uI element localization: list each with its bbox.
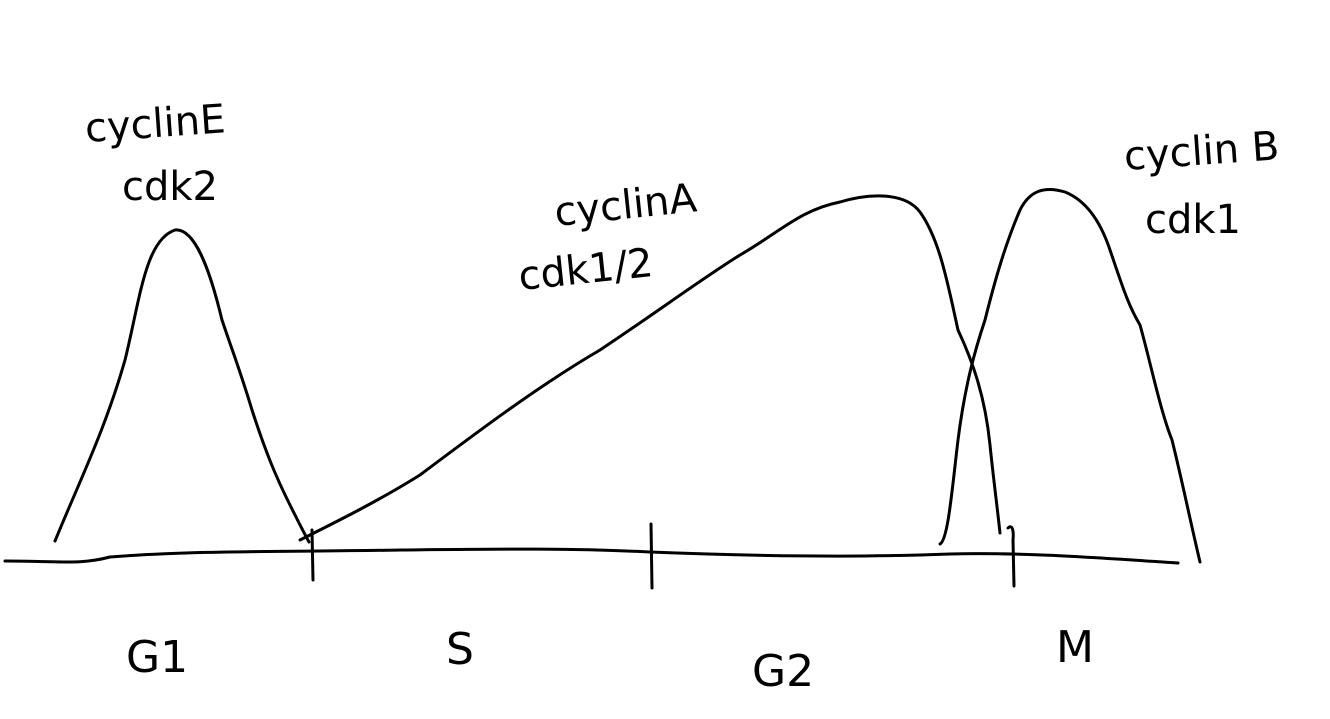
phase-label-g2: G2 [752,646,814,697]
cyclin-e-curve [53,228,311,544]
phase-label-m: M [1056,622,1094,673]
phase-label-s: S [446,624,474,675]
phase-label-g1: G1 [126,632,188,683]
time-axis-line [3,547,1180,565]
cyclin-b-label: cyclin B [1122,123,1280,180]
cyclin-a-label: cyclinA [552,175,699,236]
cyclin-e-label: cyclinE [83,96,226,152]
cdk2-label: cdk2 [122,164,218,210]
cdk1-2-label: cdk1/2 [516,240,655,300]
g2-m-boundary-tick [1006,525,1016,588]
s-g2-boundary-tick [649,522,654,590]
cyclin-b-curve [938,187,1202,564]
g1-s-boundary-tick [310,528,315,582]
cdk1-label: cdk1 [1145,197,1241,243]
cyclin-a-curve [298,194,1002,542]
